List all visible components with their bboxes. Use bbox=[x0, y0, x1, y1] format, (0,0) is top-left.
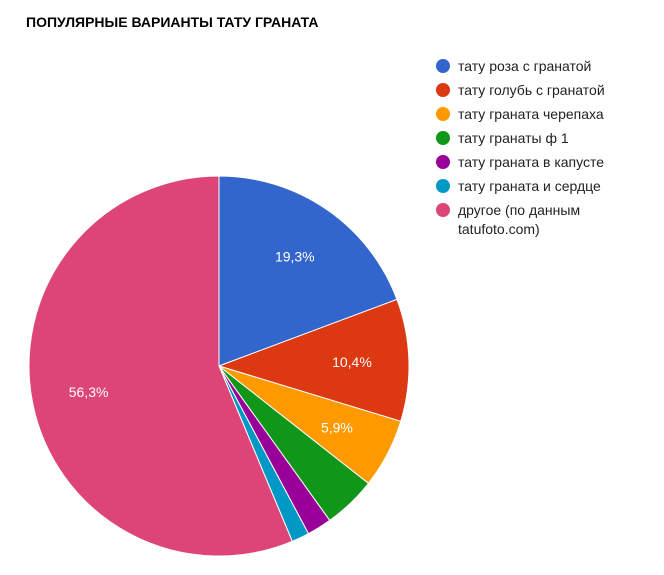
legend-item-4: тату граната в капусте bbox=[436, 153, 656, 172]
legend-item-2: тату граната черепаха bbox=[436, 105, 656, 124]
legend-label-2: тату граната черепаха bbox=[458, 106, 604, 122]
legend-label-1: тату голубь с гранатой bbox=[458, 82, 605, 98]
chart-title: ПОПУЛЯРНЫЕ ВАРИАНТЫ ТАТУ ГРАНАТА bbox=[26, 14, 319, 30]
legend-item-3: тату гранаты ф 1 bbox=[436, 129, 656, 148]
legend-swatch-5 bbox=[436, 179, 450, 193]
legend-item-0: тату роза с гранатой bbox=[436, 57, 656, 76]
legend-label-4: тату граната в капусте bbox=[458, 154, 605, 170]
pie-slice-1 bbox=[217, 298, 410, 422]
chart-legend: тату роза с гранатой тату голубь с гранат… bbox=[436, 57, 656, 244]
pie-slice-0 bbox=[218, 175, 398, 367]
slice-label-6: 56,3% bbox=[69, 384, 109, 400]
slice-label-0: 19,3% bbox=[275, 249, 315, 265]
legend-label-6: другое (по данным tatufoto.com) bbox=[458, 202, 581, 237]
legend-swatch-2 bbox=[436, 107, 450, 121]
legend-item-6: другое (по данным tatufoto.com) bbox=[436, 201, 656, 239]
legend-label-5: тату граната и сердце bbox=[458, 178, 601, 194]
legend-swatch-6 bbox=[436, 203, 450, 217]
pie-slice-6 bbox=[28, 175, 293, 557]
legend-swatch-4 bbox=[436, 155, 450, 169]
legend-swatch-3 bbox=[436, 131, 450, 145]
legend-swatch-1 bbox=[436, 83, 450, 97]
legend-item-5: тату граната и сердце bbox=[436, 177, 656, 196]
slice-label-1: 10,4% bbox=[332, 354, 372, 370]
slice-label-2: 5,9% bbox=[321, 419, 353, 435]
legend-label-3: тату гранаты ф 1 bbox=[458, 130, 569, 146]
legend-label-0: тату роза с гранатой bbox=[458, 58, 592, 74]
legend-swatch-0 bbox=[436, 59, 450, 73]
legend-item-1: тату голубь с гранатой bbox=[436, 81, 656, 100]
